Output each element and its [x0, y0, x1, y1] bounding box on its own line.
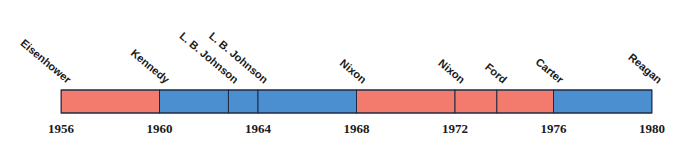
tick-label: 1956	[48, 121, 75, 136]
segment	[357, 90, 456, 113]
event-label: Kennedy	[129, 46, 173, 86]
event-label: Eisenhower	[18, 37, 74, 86]
tick-label: 1960	[147, 121, 173, 136]
segment	[455, 90, 497, 113]
tick-label: 1972	[442, 121, 468, 136]
segment	[228, 90, 258, 113]
event-label: Nixon	[436, 57, 467, 86]
axis-frame	[61, 90, 652, 113]
segment	[61, 90, 160, 113]
tick-label: 1964	[245, 121, 272, 136]
segment	[258, 90, 357, 113]
segment	[554, 90, 653, 113]
event-label: Reagan	[626, 51, 664, 86]
segment	[160, 90, 229, 113]
event-label: Carter	[533, 56, 566, 86]
chart: 1956 1960 1964 1968 1972 1976 1980 Eisenhower Ke…	[0, 0, 678, 151]
tick-label: 1968	[344, 121, 371, 136]
event-label: L. B. Johnson	[207, 30, 271, 86]
segment	[497, 90, 554, 113]
segments	[61, 90, 652, 113]
tick-label: 1976	[541, 121, 568, 136]
event-label: Nixon	[338, 57, 369, 86]
tick-label: 1980	[639, 121, 665, 136]
event-label: Ford	[483, 61, 509, 86]
